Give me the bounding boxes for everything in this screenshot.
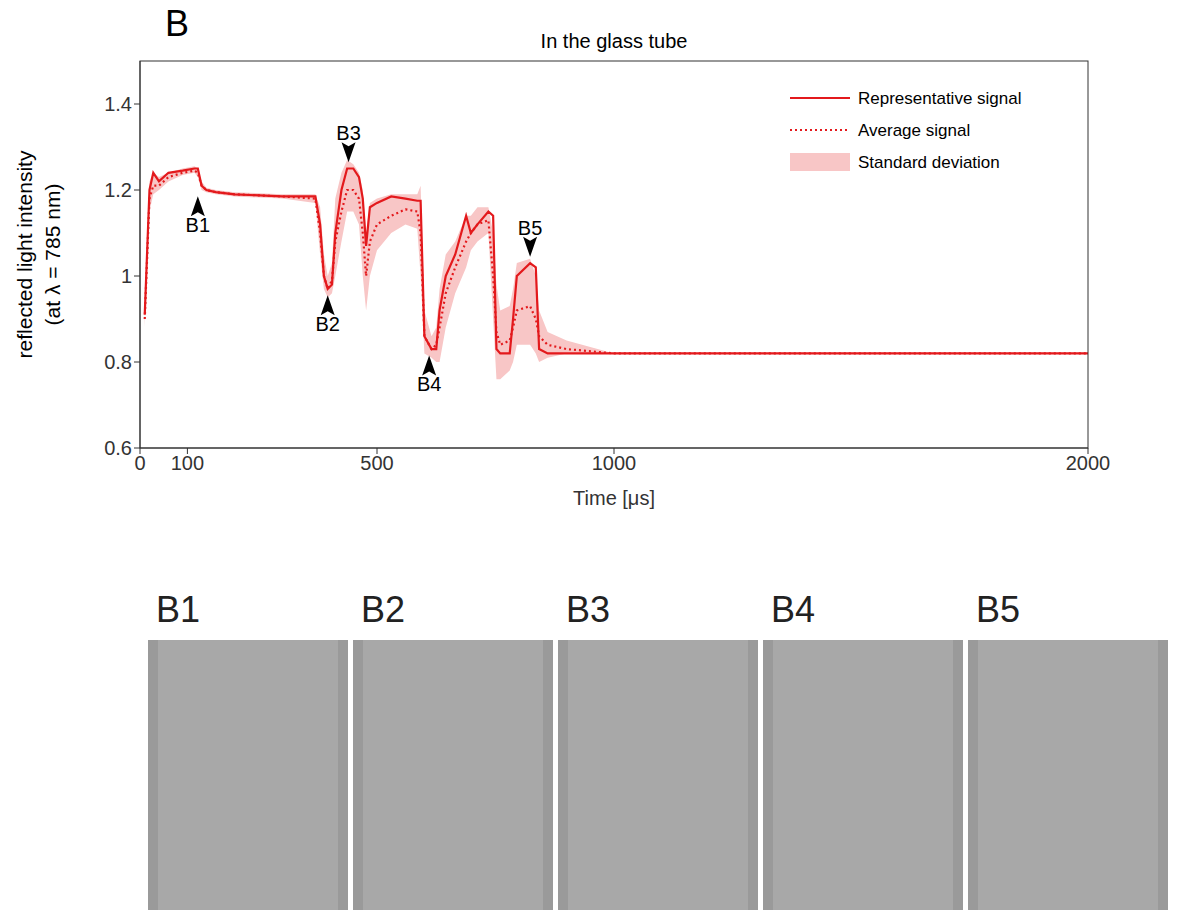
svg-text:B3: B3 (566, 589, 610, 630)
svg-text:1.4: 1.4 (104, 93, 132, 115)
svg-text:B4: B4 (417, 373, 441, 395)
svg-text:Average signal: Average signal (858, 121, 970, 140)
svg-text:(at λ = 785 nm): (at λ = 785 nm) (41, 184, 64, 326)
svg-text:Time [μs]: Time [μs] (573, 487, 655, 509)
svg-text:Standard deviation: Standard deviation (858, 153, 1000, 172)
svg-text:1000: 1000 (592, 452, 637, 474)
svg-text:In the glass tube: In the glass tube (541, 30, 688, 52)
svg-text:0.8: 0.8 (104, 351, 132, 373)
svg-text:500: 500 (360, 452, 393, 474)
svg-text:2000: 2000 (1066, 452, 1111, 474)
svg-text:reflected light intensity: reflected light intensity (13, 150, 36, 358)
svg-text:B5: B5 (518, 217, 542, 239)
svg-text:100: 100 (171, 452, 204, 474)
svg-text:B5: B5 (976, 589, 1020, 630)
svg-text:1: 1 (121, 265, 132, 287)
svg-text:B4: B4 (771, 589, 815, 630)
svg-text:B3: B3 (336, 122, 360, 144)
svg-text:B1: B1 (156, 589, 200, 630)
svg-text:B1: B1 (186, 214, 210, 236)
svg-text:0: 0 (134, 452, 145, 474)
svg-text:0.6: 0.6 (104, 437, 132, 459)
svg-text:B2: B2 (315, 313, 339, 335)
svg-text:B2: B2 (361, 589, 405, 630)
svg-text:1.2: 1.2 (104, 179, 132, 201)
svg-text:B: B (165, 3, 189, 44)
svg-text:Representative signal: Representative signal (858, 89, 1021, 108)
